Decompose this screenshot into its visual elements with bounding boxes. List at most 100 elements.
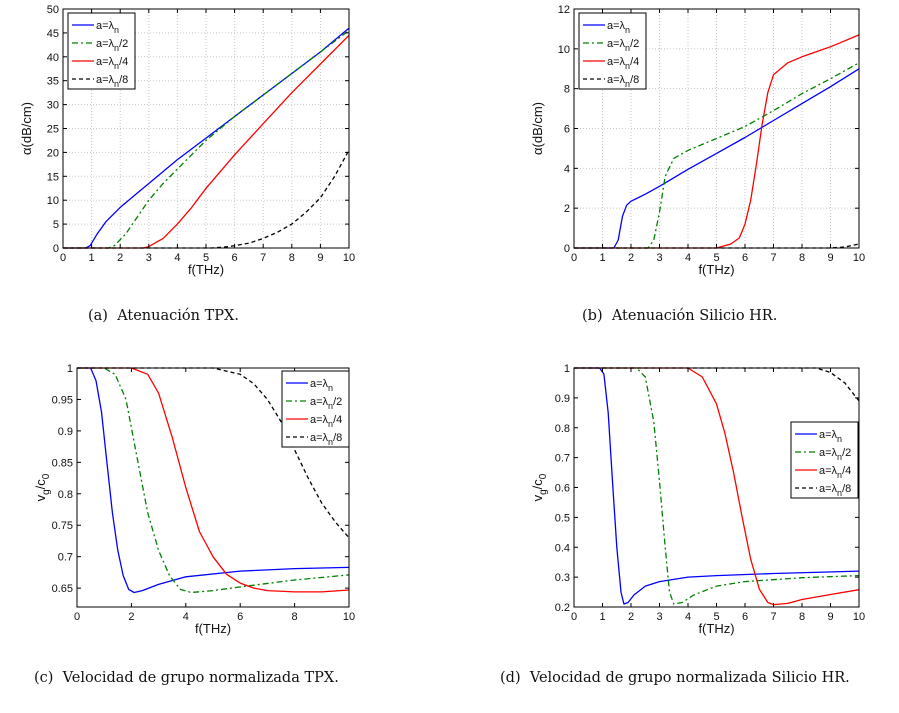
y-tick-label: 0.75 xyxy=(52,520,73,532)
legend-label-2: a=λn/2 xyxy=(607,38,639,53)
caption-b: (b) Atenuación Silicio HR. xyxy=(582,306,777,326)
chart-b: 0 1 2 3 4 5 6 7 8 9 10024681012f(THz)α(dB/cm)a=λna… xyxy=(530,4,865,277)
series-line-4 xyxy=(63,149,350,249)
x-tick-label: 3 xyxy=(656,252,662,264)
x-tick-label: 0 xyxy=(571,611,577,623)
y-tick-label: 5 xyxy=(53,219,59,231)
x-tick-label: 5 xyxy=(203,252,209,264)
x-tick-label: 1 xyxy=(599,252,605,264)
y-tick-label: 0.4 xyxy=(555,542,570,554)
caption-a-text: Atenuación TPX. xyxy=(117,308,239,324)
y-axis-label: α(dB/cm) xyxy=(530,102,545,155)
legend-label-1: a=λn xyxy=(96,20,119,35)
y-tick-label: 30 xyxy=(47,100,59,112)
caption-c: (c) Velocidad de grupo normalizada TPX. xyxy=(34,668,394,688)
chart-a: 0 1 2 3 4 5 6 7 8 9 1005101520253035404550f(THz)α(… xyxy=(19,4,355,277)
legend-label-4: a=λn/8 xyxy=(96,74,128,89)
x-tick-label: 4 xyxy=(174,252,180,264)
x-tick-label: 10 xyxy=(853,611,865,623)
y-tick-label: 0.9 xyxy=(58,426,73,438)
x-tick-label: 8 xyxy=(289,252,295,264)
legend: a=λn a=λn/2 a=λn/4 a=λn/8 xyxy=(67,12,136,90)
series-line-2 xyxy=(574,367,860,605)
legend-label-3: a=λn/4 xyxy=(310,414,342,429)
y-tick-label: 0.65 xyxy=(52,583,73,595)
caption-d-tag: (d) xyxy=(500,670,521,686)
x-tick-label: 4 xyxy=(685,252,691,264)
x-tick-label: 6 xyxy=(232,252,238,264)
legend-label-3: a=λn/4 xyxy=(607,56,639,71)
series-line-1 xyxy=(63,27,350,249)
legend-label-2: a=λn/2 xyxy=(96,38,128,53)
x-axis-label: f(THz) xyxy=(188,262,224,277)
y-tick-label: 15 xyxy=(47,171,59,183)
x-tick-label: 10 xyxy=(343,252,355,264)
chart-c: 0 2 4 6 8 10 0.65 0.7 0.75 0.8 0.85 0.9 0.95 1 f(THz) v… xyxy=(33,363,355,636)
y-tick-label: 0.7 xyxy=(555,453,570,465)
y-tick-label: 0.3 xyxy=(555,572,570,584)
y-tick-label: 0.2 xyxy=(555,602,570,614)
y-tick-label: 6 xyxy=(564,124,570,136)
plot-frame xyxy=(76,367,350,608)
series-line-2 xyxy=(63,29,350,249)
series-line-2 xyxy=(77,367,350,594)
y-tick-label: 0 xyxy=(53,243,59,255)
legend-label-4: a=λn/8 xyxy=(607,74,639,89)
y-tick-label: 40 xyxy=(47,52,59,64)
caption-d: (d) Velocidad de grupo normalizada Silic… xyxy=(500,668,865,688)
x-tick-label: 9 xyxy=(827,252,833,264)
x-tick-label: 2 xyxy=(128,611,134,623)
x-tick-label: 0 xyxy=(571,252,577,264)
y-tick-label: 12 xyxy=(558,4,570,16)
y-tick-label: 10 xyxy=(558,44,570,56)
caption-c-tag: (c) xyxy=(34,670,54,686)
x-tick-label: 6 xyxy=(742,252,748,264)
x-axis-label: f(THz) xyxy=(195,621,231,636)
series-line-3 xyxy=(574,34,860,249)
x-tick-label: 7 xyxy=(770,252,776,264)
series-line-1 xyxy=(574,367,860,605)
legend-box xyxy=(578,12,647,90)
x-tick-label: 5 xyxy=(713,611,719,623)
series-line-2 xyxy=(574,62,860,249)
x-tick-label: 10 xyxy=(343,611,355,623)
x-tick-label: 2 xyxy=(628,611,634,623)
legend: a=λn a=λn/2 a=λn/4 a=λn/8 xyxy=(578,12,647,90)
x-tick-label: 6 xyxy=(742,611,748,623)
caption-d-text: Velocidad de grupo normalizada Silicio H… xyxy=(529,670,850,686)
x-axis-label: f(THz) xyxy=(698,262,734,277)
series-line-3 xyxy=(574,367,860,606)
legend-label-1: a=λn xyxy=(819,429,842,444)
caption-b-text: Atenuación Silicio HR. xyxy=(611,308,778,324)
legend-box xyxy=(790,421,859,499)
x-tick-label: 0 xyxy=(74,611,80,623)
caption-a: (a) Atenuación TPX. xyxy=(88,306,239,326)
y-tick-label: 4 xyxy=(564,163,570,175)
x-tick-label: 3 xyxy=(656,611,662,623)
y-tick-label: 0.8 xyxy=(555,423,570,435)
legend-box xyxy=(281,370,350,448)
x-tick-label: 4 xyxy=(685,611,691,623)
y-tick-label: 35 xyxy=(47,76,59,88)
legend-box xyxy=(67,12,136,90)
x-tick-label: 10 xyxy=(853,252,865,264)
y-tick-label: 2 xyxy=(564,203,570,215)
y-tick-label: 1 xyxy=(67,363,73,375)
x-axis-label: f(THz) xyxy=(698,621,734,636)
legend-label-2: a=λn/2 xyxy=(310,396,342,411)
x-tick-label: 9 xyxy=(317,252,323,264)
y-axis-label: vg/c0 xyxy=(33,473,52,501)
y-tick-label: 0 xyxy=(564,243,570,255)
legend-label-3: a=λn/4 xyxy=(819,465,851,480)
x-tick-label: 6 xyxy=(237,611,243,623)
legend-label-3: a=λn/4 xyxy=(96,56,128,71)
y-tick-label: 25 xyxy=(47,124,59,136)
series-line-3 xyxy=(77,367,350,593)
legend-label-1: a=λn xyxy=(607,20,630,35)
x-tick-label: 8 xyxy=(799,611,805,623)
x-tick-label: 8 xyxy=(799,252,805,264)
y-tick-label: 0.95 xyxy=(52,394,73,406)
x-tick-label: 2 xyxy=(117,252,123,264)
x-tick-label: 1 xyxy=(89,252,95,264)
